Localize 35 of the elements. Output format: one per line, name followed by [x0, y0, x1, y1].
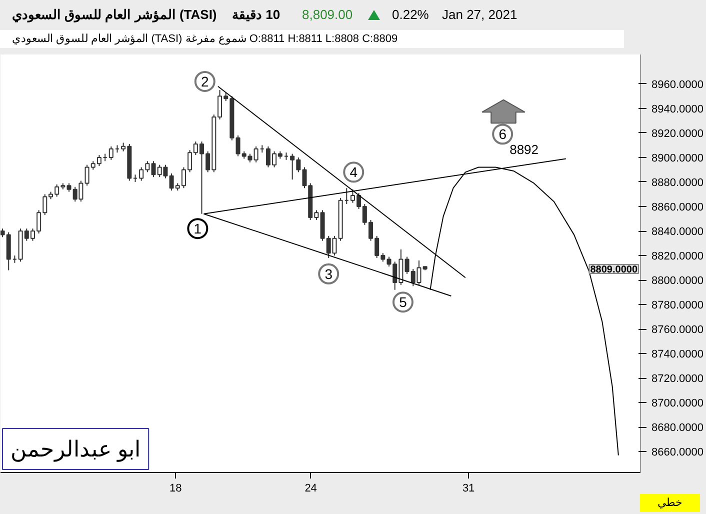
- y-tick-label: 8720.0000: [652, 373, 704, 386]
- text: Jan 27, 2021: [442, 6, 518, 24]
- y-tick-label: 8860.0000: [652, 202, 704, 214]
- y-tick-label: 8780.0000: [652, 300, 704, 312]
- text: 0.22%: [392, 6, 429, 24]
- annotation: 3: [324, 266, 333, 282]
- y-tick-label: 8940.0000: [652, 103, 704, 116]
- x-tick-label: 18: [169, 482, 182, 494]
- annotation: 4: [350, 164, 358, 180]
- y-tick-label: 8840.0000: [652, 226, 704, 238]
- x-tick-label: 24: [304, 482, 317, 494]
- chart-subtitle: المؤشر العام للسوق السعودي (TASI) شموع مفرغة O:8811 H:8811 L:8808 C:8809: [0, 30, 624, 48]
- y-tick-label: 8680.0000: [652, 422, 704, 434]
- text: 10 دقيقة: [232, 6, 280, 24]
- annotation: 2: [201, 73, 209, 90]
- text: 8,809.00: [302, 6, 353, 24]
- y-tick-label: 8900.0000: [652, 152, 704, 164]
- annotation: 6: [498, 126, 507, 142]
- annotation: 8809.0000: [590, 264, 638, 276]
- x-tick-label: 31: [462, 482, 475, 494]
- y-tick-label: 8820.0000: [652, 250, 704, 263]
- chart-title: المؤشر العام للسوق السعودي (TASI): [12, 6, 217, 24]
- y-tick-label: 8660.0000: [652, 446, 704, 459]
- y-tick-label: 8800.0000: [652, 275, 704, 288]
- y-tick-label: 8960.0000: [652, 78, 704, 91]
- annotation: 5: [399, 294, 408, 310]
- y-tick-label: 8740.0000: [652, 348, 704, 361]
- annotation: ابو عبدالرحمن: [10, 436, 141, 462]
- annotation: 8892: [510, 142, 539, 157]
- text: خطي: [640, 494, 700, 512]
- y-tick-label: 8700.0000: [652, 398, 704, 410]
- y-tick-label: 8760.0000: [652, 324, 704, 336]
- y-tick-label: 8920.0000: [652, 128, 704, 140]
- annotation: 1: [194, 220, 202, 237]
- y-tick-label: 8880.0000: [652, 176, 704, 189]
